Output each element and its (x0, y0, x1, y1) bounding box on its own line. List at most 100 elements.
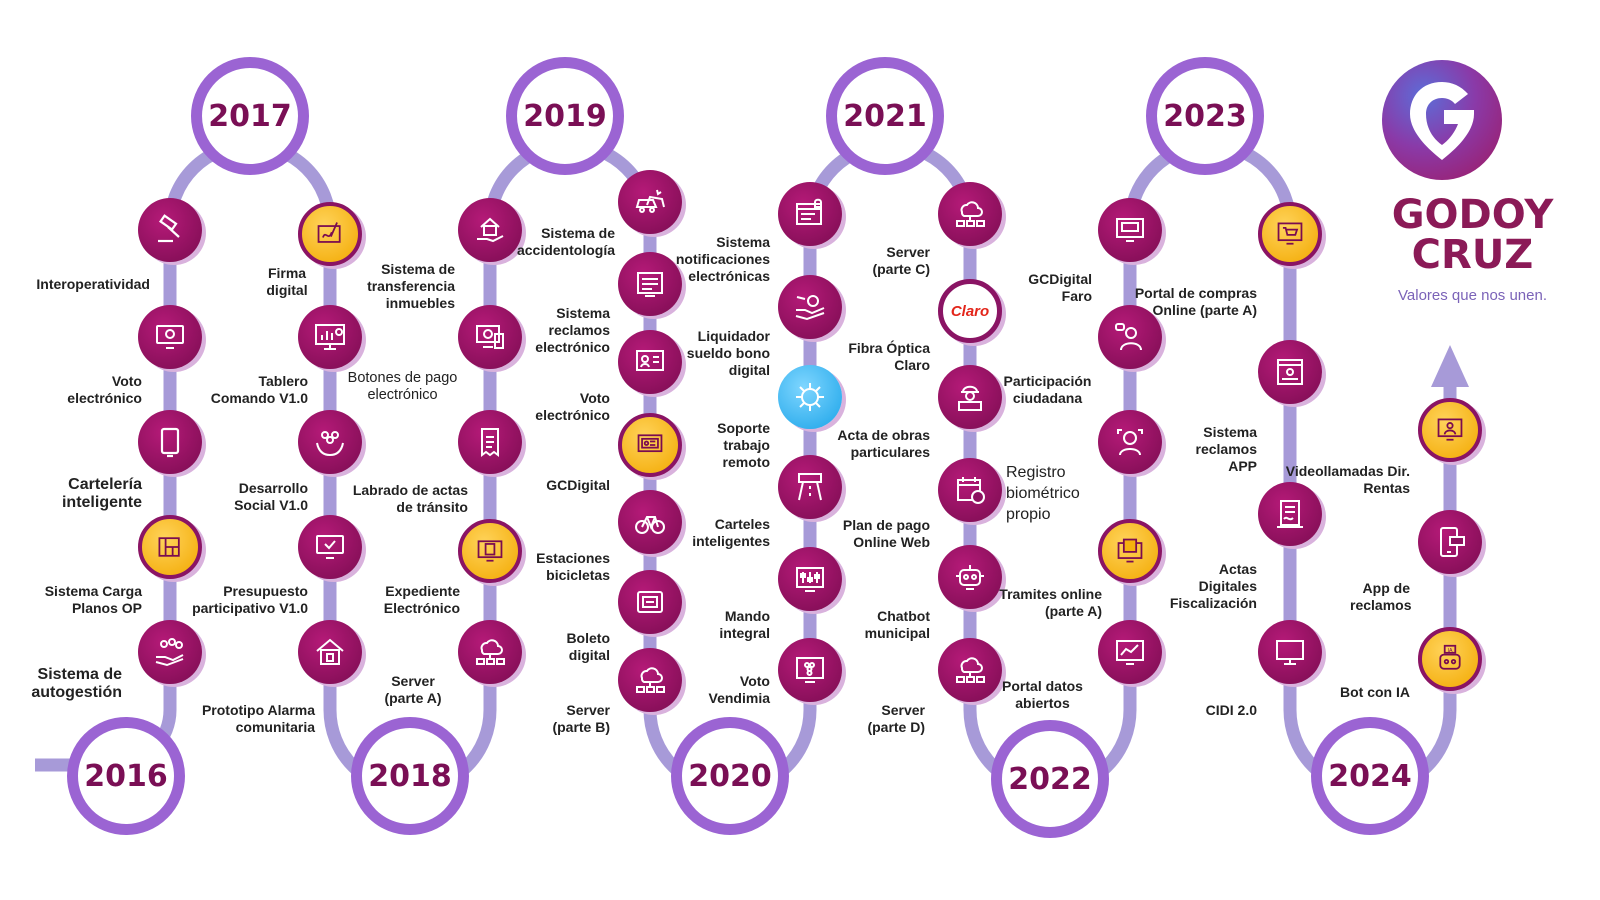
node-portal-compras (1258, 202, 1322, 266)
label-voto-electronico-2017: Voto electrónico (67, 373, 142, 406)
node-mando-integral (778, 547, 842, 611)
robot-icon (956, 565, 984, 590)
monitor-check-icon (156, 325, 184, 349)
node-videollamadas (1418, 398, 1482, 462)
control-panel-icon (796, 567, 824, 592)
node-reclamos-electronico (618, 252, 682, 316)
label-autogestion: Sistema de autogestión (31, 666, 122, 701)
label-expediente: Expediente Electrónico (383, 583, 460, 616)
label-interoperatividad: Interoperatividad (36, 276, 150, 292)
node-server-b (618, 648, 682, 712)
gavel-icon (158, 214, 180, 243)
year-2021: 2021 (826, 57, 944, 175)
node-server-c (938, 182, 1002, 246)
label-tablero: Tablero Comando V1.0 (210, 373, 308, 406)
node-labrado-actas (458, 410, 522, 474)
node-transferencia (458, 198, 522, 262)
year-2024: 2024 (1311, 717, 1429, 835)
label-planos: Sistema Carga Planos OP (44, 583, 142, 616)
year-2022: 2022 (991, 720, 1109, 838)
year-2017: 2017 (191, 57, 309, 175)
id-screen-icon (637, 434, 663, 453)
year-2023: 2023 (1146, 57, 1264, 175)
brand-name: GODOY CRUZ (1380, 195, 1565, 275)
ai-robot-icon: IA (1439, 644, 1461, 670)
node-gcdigital-2019 (618, 413, 682, 477)
label-desarrollo-social: Desarrollo Social V1.0 (234, 480, 308, 513)
house-alarm-icon (316, 638, 344, 665)
node-voto-electronico-2019 (618, 330, 682, 394)
label-presupuesto: Presupuesto participativo V1.0 (192, 583, 308, 616)
year-2016: 2016 (67, 717, 185, 835)
node-notificaciones (778, 182, 842, 246)
hands-community-icon (316, 431, 344, 457)
node-botones-pago (458, 305, 522, 369)
node-boleto (618, 570, 682, 634)
arrow-up-icon (1431, 345, 1469, 387)
node-bicicletas (618, 490, 682, 554)
node-app-reclamos (1418, 510, 1482, 574)
node-presupuesto (298, 515, 362, 579)
year-2020: 2020 (671, 717, 789, 835)
monitor-check-icon (316, 535, 344, 559)
face-scan-icon (1117, 429, 1143, 456)
label-videollamadas: Videollamadas Dir. Rentas (1285, 463, 1410, 496)
label-tramites: Tramites online (parte A) (999, 586, 1102, 619)
node-alarma (298, 620, 362, 684)
label-app-reclamos: App de reclamos (1350, 580, 1412, 613)
location-pin-icon (1410, 82, 1474, 160)
node-gcdigital-faro (1098, 198, 1162, 262)
shopping-cart-screen-icon (1277, 222, 1303, 245)
node-carteles (778, 455, 842, 519)
person-chat-icon (1115, 323, 1142, 351)
node-expediente (458, 519, 522, 583)
node-planos (138, 515, 202, 579)
cloud-server-icon (636, 667, 665, 693)
node-carteleria (138, 410, 202, 474)
node-plan-pago (938, 458, 1002, 522)
node-actas-digitales (1258, 482, 1322, 546)
node-desarrollo-social (298, 410, 362, 474)
node-server-d (938, 638, 1002, 702)
label-bicicletas: Estaciones bicicletas (536, 550, 610, 583)
label-liquidador: Liquidador sueldo bono digital (686, 328, 770, 378)
label-server-b: Server (parte B) (552, 702, 610, 735)
document-monitor-icon (477, 540, 503, 562)
label-server-d: Server (parte D) (867, 702, 925, 735)
node-autogestion (138, 620, 202, 684)
label-carteles: Carteles inteligentes (692, 516, 770, 549)
node-cidi (1258, 620, 1322, 684)
godoy-cruz-logo (1382, 60, 1502, 180)
node-tablero (298, 305, 362, 369)
dashboard-chart-icon (315, 324, 345, 350)
monitor-icon (1276, 640, 1304, 665)
label-participacion: Participación ciudadana (1003, 373, 1092, 406)
node-accidentologia (618, 170, 682, 234)
label-carteleria: Cartelería inteligente (61, 476, 142, 511)
vote-screen-icon (636, 350, 664, 371)
label-voto-vendimia: Voto Vendimia (708, 673, 770, 706)
label-datos-abiertos: Portal datos abiertos (1002, 678, 1083, 711)
node-bot-ia: IA (1418, 627, 1482, 691)
node-voto-electronico-2017 (138, 305, 202, 369)
blueprint-icon (158, 537, 180, 557)
signed-doc-icon (1277, 500, 1303, 528)
label-plan-pago: Plan de pago Online Web (842, 517, 930, 550)
phone-rating-icon (1440, 527, 1465, 557)
receipt-icon (481, 428, 499, 457)
label-acta-obras: Acta de obras particulares (837, 427, 930, 460)
monitor-card-icon (1116, 218, 1144, 242)
virus-icon (796, 383, 824, 411)
video-call-icon (1437, 418, 1463, 441)
label-botones-pago: Botones de pago electrónico (347, 370, 458, 403)
tablet-icon (160, 427, 180, 458)
label-chatbot: Chatbot municipal (864, 608, 930, 641)
node-soporte-remoto (778, 365, 842, 429)
node-tramites (1098, 519, 1162, 583)
label-portal-compras: Portal de compras Online (parte A) (1134, 285, 1257, 318)
card-icon (637, 591, 663, 613)
calendar-coin-icon (957, 477, 985, 504)
form-screen-icon (637, 272, 663, 297)
worker-icon (958, 385, 982, 411)
label-server-a: Server (parte A) (384, 673, 442, 706)
